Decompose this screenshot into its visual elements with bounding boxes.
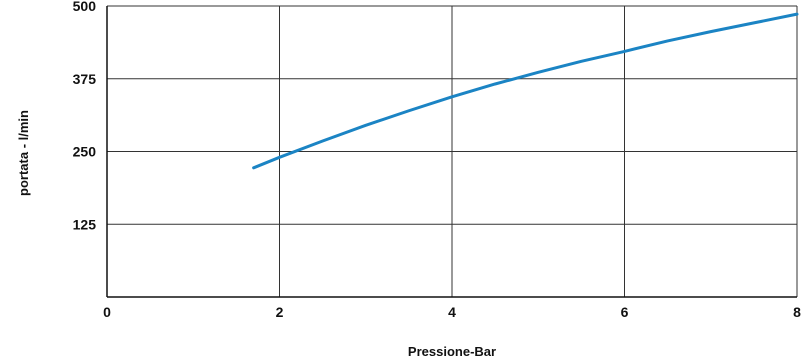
series-layer bbox=[252, 12, 799, 170]
y-tick-labels: 125 250 375 500 bbox=[73, 0, 97, 232]
y-tick-label-500: 500 bbox=[73, 0, 97, 14]
x-tick-label-2: 2 bbox=[276, 304, 284, 320]
y-tick-label-125: 125 bbox=[73, 216, 97, 232]
x-tick-label-8: 8 bbox=[793, 304, 801, 320]
y-axis-title: portata - l/min bbox=[16, 110, 31, 196]
y-tick-label-250: 250 bbox=[73, 144, 97, 160]
x-tick-label-0: 0 bbox=[103, 304, 111, 320]
grid bbox=[107, 5, 798, 297]
x-tick-labels: 0 2 4 6 8 bbox=[103, 304, 801, 320]
series-line-0 bbox=[252, 12, 799, 170]
y-tick-label-375: 375 bbox=[73, 71, 97, 87]
axes bbox=[106, 6, 797, 298]
x-tick-label-6: 6 bbox=[621, 304, 629, 320]
x-axis-title: Pressione-Bar bbox=[408, 344, 496, 359]
x-tick-label-4: 4 bbox=[448, 304, 456, 320]
